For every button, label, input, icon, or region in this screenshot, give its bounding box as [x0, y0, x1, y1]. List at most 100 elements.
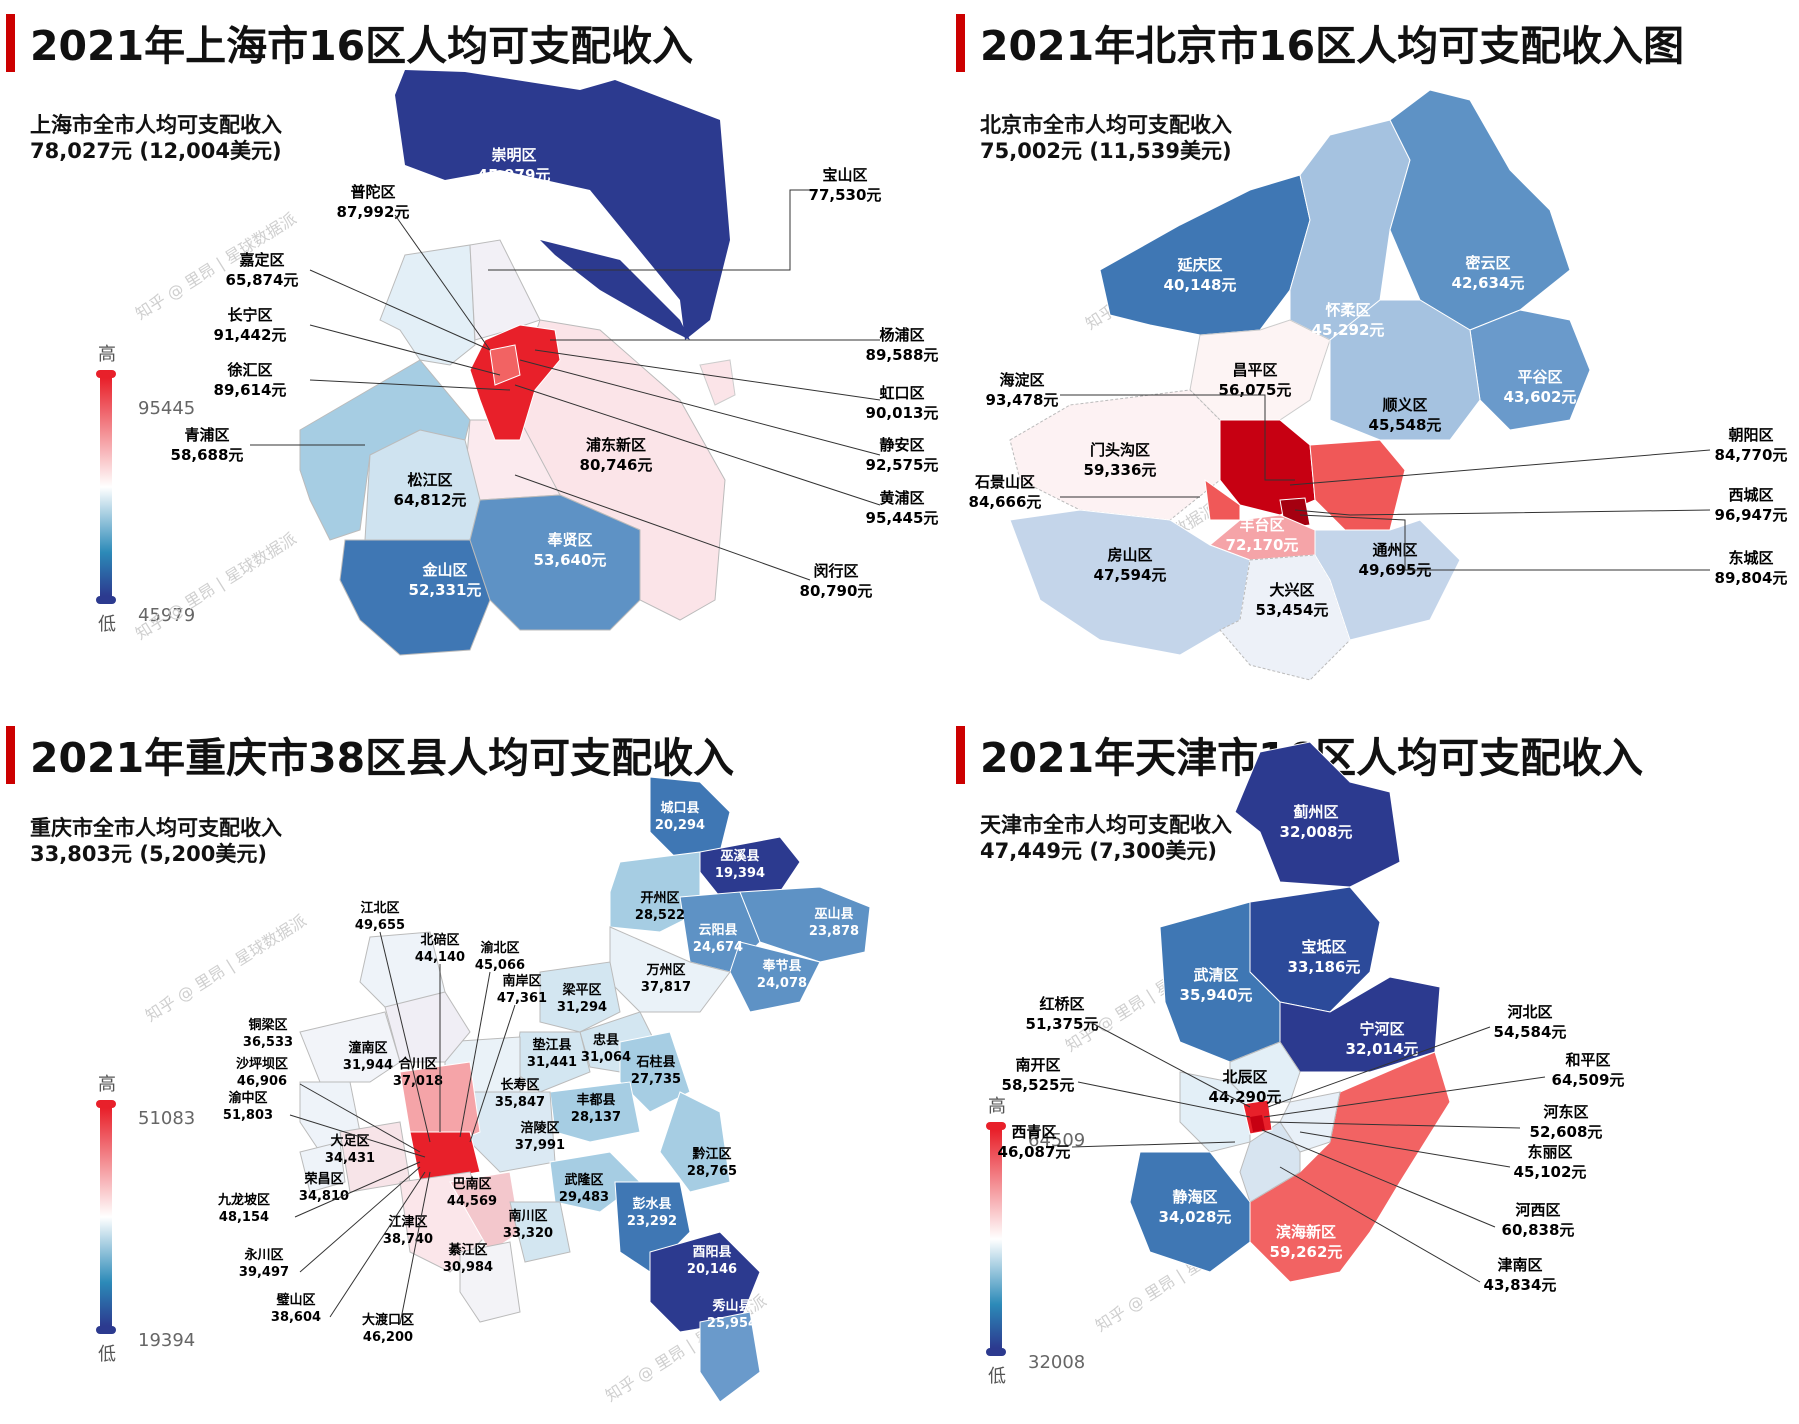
label-tongnan-name: 潼南区	[348, 1040, 387, 1056]
leader-lines	[1060, 394, 1711, 571]
label-hexi-name: 河西区	[1515, 1201, 1560, 1219]
label-wuqing-value: 35,940元	[1180, 986, 1253, 1004]
legend-high-label: 高	[98, 344, 116, 365]
district-heping[interactable]	[1250, 1115, 1265, 1132]
tianjin-panel: 2021年天津市16区人均可支配收入 天津市全市人均可支配收入 47,449元 …	[950, 712, 1799, 1424]
label-baodi-name: 宝坻区	[1301, 938, 1346, 956]
label-pudong-value: 80,746元	[580, 456, 653, 474]
district-baoshan[interactable]	[469, 239, 541, 341]
district-dongli[interactable]	[1279, 1091, 1341, 1153]
label-qingpu-name: 青浦区	[184, 426, 229, 444]
label-nanan-value: 47,361	[497, 991, 547, 1006]
label-pinggu-value: 43,602元	[1504, 388, 1577, 406]
district-chongming[interactable]	[395, 70, 730, 340]
district-chaoyang[interactable]	[1309, 439, 1406, 536]
district-tongliang[interactable]	[299, 1011, 401, 1083]
label-shunyi-value: 45,548元	[1369, 416, 1442, 434]
district-fengjie[interactable]	[729, 941, 821, 1013]
legend-top-cap	[96, 1100, 116, 1108]
district-fengxian[interactable]	[469, 494, 641, 631]
shanghai-panel: 2021年上海市16区人均可支配收入 上海市全市人均可支配收入 78,027元 …	[0, 0, 940, 700]
label-fengxian-value: 53,640元	[534, 551, 607, 569]
label-hebei-name: 河北区	[1507, 1003, 1552, 1021]
district-yanqing[interactable]	[1099, 174, 1311, 336]
label-baoshan-name: 宝山区	[822, 166, 867, 184]
legend-low-label: 低	[98, 614, 116, 635]
district-kaizhou[interactable]	[609, 851, 701, 933]
chongqing-map: 知乎 @ 里昂 | 星球数据派 知乎 @ 里昂 | 星球数据派	[142, 776, 871, 1405]
legend-top-cap	[986, 1122, 1006, 1130]
label-minhang-name: 闵行区	[813, 562, 858, 580]
label-miyun-value: 42,634元	[1452, 274, 1525, 292]
label-nanchuan-name: 南川区	[508, 1208, 547, 1224]
title-accent-bar	[956, 726, 965, 784]
shanghai-legend: 高 低 95445 45979	[0, 344, 195, 640]
district-jizhou[interactable]	[1234, 741, 1401, 888]
leader-lines	[1071, 1021, 1546, 1283]
tianjin-subtitle: 天津市全市人均可支配收入 47,449元 (7,300美元)	[980, 812, 1232, 864]
label-wuxi-name: 巫溪县	[720, 848, 759, 864]
shanghai-subtitle-label: 上海市全市人均可支配收入	[30, 113, 282, 137]
label-huangpu-name: 黄浦区	[879, 489, 924, 507]
chongqing-panel: 2021年重庆市38区县人均可支配收入 重庆市全市人均可支配收入 33,803元…	[0, 712, 940, 1424]
label-liangping-name: 梁平区	[561, 982, 601, 998]
district-jinghai[interactable]	[1129, 1151, 1251, 1273]
label-jizhou-value: 32,008元	[1280, 823, 1353, 841]
label-yongchuan-name: 永川区	[243, 1247, 283, 1263]
label-minhang-value: 80,790元	[800, 582, 873, 600]
label-dadukou-value: 46,200	[363, 1330, 413, 1345]
label-hexi-value: 60,838元	[1502, 1221, 1575, 1239]
label-hechuan-name: 合川区	[398, 1056, 437, 1072]
label-beibei-value: 44,140	[415, 950, 465, 965]
label-shapingba-value: 46,906	[237, 1074, 287, 1089]
island-pudong[interactable]	[699, 359, 736, 406]
label-beichen-name: 北辰区	[1222, 1068, 1267, 1086]
label-binhai-name: 滨海新区	[1276, 1223, 1336, 1241]
district-rongchang[interactable]	[299, 1141, 346, 1193]
district-daxing[interactable]	[1219, 554, 1351, 681]
label-tongliang-value: 36,533	[243, 1035, 293, 1050]
district-qianjiang[interactable]	[659, 1091, 731, 1193]
label-shijingshan-value: 84,666元	[969, 493, 1042, 511]
label-rongchang-value: 34,810	[299, 1189, 349, 1204]
label-kaizhou-name: 开州区	[640, 891, 679, 906]
label-yunyang-value: 24,674	[693, 940, 743, 955]
label-tongzhou-value: 49,695元	[1359, 561, 1432, 579]
label-mentougou-value: 59,336元	[1084, 461, 1157, 479]
district-fengdu[interactable]	[549, 1081, 641, 1143]
legend-low-label: 低	[98, 1344, 116, 1365]
label-hongkou-value: 90,013元	[866, 404, 939, 422]
label-bishan-value: 38,604	[271, 1310, 321, 1325]
district-miyun[interactable]	[1389, 89, 1571, 331]
label-huairou-name: 怀柔区	[1325, 301, 1370, 319]
shanghai-map: 知乎 @ 里昂 | 星球数据派 知乎 @ 里昂 | 星球数据派 崇明区 45,9…	[132, 70, 939, 656]
label-yangpu-value: 89,588元	[866, 346, 939, 364]
label-fangshan-name: 房山区	[1107, 546, 1152, 564]
label-wulong-name: 武隆区	[564, 1172, 603, 1188]
district-shizhu[interactable]	[619, 1031, 691, 1113]
label-putuo-name: 普陀区	[350, 183, 395, 201]
label-jinghai-name: 静海区	[1172, 1188, 1217, 1206]
label-dianjiang-value: 31,441	[527, 1055, 577, 1070]
district-xiushan[interactable]	[699, 1311, 761, 1403]
district-qijiang[interactable]	[459, 1241, 521, 1323]
label-ninghe-value: 32,014元	[1346, 1040, 1419, 1058]
watermark: 知乎 @ 里昂 | 星球数据派	[142, 911, 310, 1026]
label-yubei-name: 渝北区	[480, 940, 519, 956]
district-urban-core[interactable]	[409, 1131, 481, 1183]
label-yanqing-value: 40,148元	[1164, 276, 1237, 294]
label-jinnan-name: 津南区	[1497, 1256, 1542, 1274]
district-shunyi[interactable]	[1329, 299, 1481, 441]
label-fengjie-value: 24,078	[757, 976, 807, 991]
label-youyang-name: 酉阳县	[692, 1245, 731, 1260]
tianjin-map: 知乎 @ 里昂 | 星球数据派 知乎 @ 里昂 | 星球数据派 蓟州区 32,0…	[998, 741, 1624, 1335]
tianjin-subtitle-label: 天津市全市人均可支配收入	[980, 813, 1232, 837]
district-nanchuan[interactable]	[509, 1201, 571, 1263]
label-jiulongpo-name: 九龙坡区	[217, 1192, 270, 1208]
district-pinggu[interactable]	[1469, 309, 1591, 431]
district-wushan[interactable]	[739, 886, 871, 963]
label-binhai-value: 59,262元	[1270, 1243, 1343, 1261]
label-chengkou-value: 20,294	[655, 818, 705, 833]
island-hengsha[interactable]	[540, 240, 690, 340]
district-liangping[interactable]	[539, 961, 621, 1033]
